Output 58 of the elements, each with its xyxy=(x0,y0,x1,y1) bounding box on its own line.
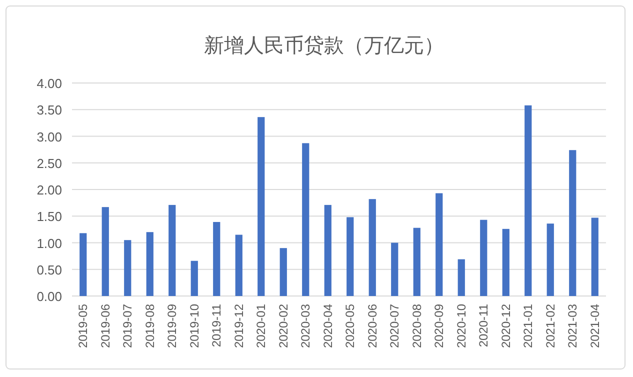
x-tick-label: 2020-01 xyxy=(254,304,268,348)
y-tick-label: 4.00 xyxy=(36,76,62,91)
bar xyxy=(124,240,132,296)
y-tick-label: 2.50 xyxy=(36,156,62,171)
x-tick-label: 2020-02 xyxy=(276,304,290,348)
y-tick-label: 0.50 xyxy=(36,262,62,278)
bar xyxy=(213,222,220,296)
x-tick-label: 2021-03 xyxy=(566,304,580,348)
x-tick-label: 2020-12 xyxy=(498,304,513,348)
bar xyxy=(146,232,154,296)
x-tick-label: 2021-04 xyxy=(588,304,602,348)
bar xyxy=(235,234,242,296)
x-tick-label: 2021-02 xyxy=(543,304,558,348)
bar xyxy=(258,117,265,296)
y-tick-label: 2.00 xyxy=(36,182,62,198)
x-tick-label: 2020-09 xyxy=(432,304,446,348)
x-tick-label: 2019-05 xyxy=(76,304,90,348)
x-tick-label: 2020-04 xyxy=(320,304,335,348)
bar xyxy=(190,260,198,296)
x-tick-label: 2019-10 xyxy=(187,304,202,348)
x-tick-label: 2020-07 xyxy=(388,304,402,348)
x-tick-label: 2020-08 xyxy=(410,304,424,348)
chart-title: 新增人民币贷款（万亿元） xyxy=(204,35,444,57)
x-tick-label: 2019-08 xyxy=(142,304,157,348)
x-tick-label: 2021-01 xyxy=(521,304,536,348)
x-tick-label: 2019-06 xyxy=(98,304,112,348)
x-tick-label: 2020-05 xyxy=(343,304,358,348)
y-tick-label: 1.50 xyxy=(36,209,62,224)
bar xyxy=(168,204,176,296)
y-tick-label: 1.00 xyxy=(36,236,62,251)
x-tick-label: 2020-03 xyxy=(298,304,313,348)
bar xyxy=(280,248,287,296)
bar xyxy=(591,218,598,296)
bar xyxy=(413,228,420,296)
x-tick-label: 2019-12 xyxy=(232,304,246,348)
y-tick-label: 0.00 xyxy=(36,289,62,304)
bar xyxy=(458,259,465,296)
bar xyxy=(502,228,510,296)
bar xyxy=(546,224,554,296)
x-tick-label: 2020-06 xyxy=(365,304,380,348)
bar xyxy=(102,207,109,296)
y-tick-label: 3.50 xyxy=(36,102,62,118)
bar xyxy=(324,204,332,296)
bar xyxy=(80,233,87,296)
x-tick-label: 2019-07 xyxy=(120,304,135,348)
x-tick-label: 2019-11 xyxy=(210,304,224,348)
bar xyxy=(391,242,398,296)
x-tick-label: 2019-09 xyxy=(165,304,180,348)
bar xyxy=(524,105,532,296)
bar xyxy=(569,150,576,296)
bar xyxy=(436,193,443,296)
bar xyxy=(302,143,310,296)
bar xyxy=(480,220,488,296)
x-tick-label: 2020-10 xyxy=(454,304,468,348)
bar xyxy=(346,217,354,296)
bar xyxy=(368,199,376,296)
x-tick-label: 2020-11 xyxy=(476,304,491,348)
y-tick-label: 3.00 xyxy=(36,129,62,144)
